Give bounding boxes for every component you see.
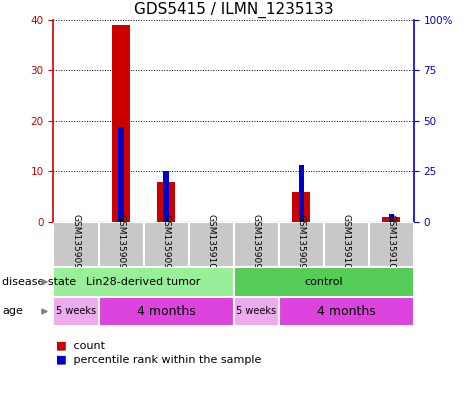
Text: ■: ■	[56, 341, 66, 351]
Text: 5 weeks: 5 weeks	[56, 307, 96, 316]
Bar	[292, 192, 310, 222]
Text: GSM1359100: GSM1359100	[342, 214, 351, 275]
Bar	[369, 222, 414, 267]
Bar	[163, 171, 169, 222]
Text: Lin28-derived tumor: Lin28-derived tumor	[86, 277, 201, 287]
Bar	[144, 222, 189, 267]
Bar	[112, 25, 130, 222]
Text: GSM1359101: GSM1359101	[206, 214, 216, 275]
Bar	[279, 297, 414, 326]
Text: disease state: disease state	[2, 277, 76, 287]
Bar	[99, 222, 144, 267]
Text: 5 weeks: 5 weeks	[236, 307, 276, 316]
Title: GDS5415 / ILMN_1235133: GDS5415 / ILMN_1235133	[134, 2, 333, 18]
Text: 4 months: 4 months	[137, 305, 195, 318]
Text: ■: ■	[56, 354, 66, 365]
Bar	[53, 297, 99, 326]
Text: age: age	[2, 307, 23, 316]
Bar	[299, 165, 304, 222]
Bar	[99, 297, 233, 326]
Bar	[233, 222, 279, 267]
Text: control: control	[305, 277, 343, 287]
Bar	[389, 214, 394, 222]
Bar	[382, 217, 400, 222]
Text: 4 months: 4 months	[317, 305, 376, 318]
Bar	[324, 222, 369, 267]
Bar	[157, 182, 175, 222]
Text: GSM1359098: GSM1359098	[297, 214, 306, 275]
Text: GSM1359095: GSM1359095	[72, 214, 80, 275]
Text: GSM1359097: GSM1359097	[117, 214, 126, 275]
Bar	[233, 267, 414, 297]
Bar	[53, 267, 233, 297]
Bar	[53, 222, 99, 267]
Bar	[118, 127, 124, 222]
Bar	[279, 222, 324, 267]
Bar	[189, 222, 233, 267]
Bar	[233, 297, 279, 326]
Text: GSM1359099: GSM1359099	[162, 214, 171, 275]
Text: GSM1359096: GSM1359096	[252, 214, 261, 275]
Text: GSM1359102: GSM1359102	[387, 214, 396, 275]
Text: ■  percentile rank within the sample: ■ percentile rank within the sample	[56, 354, 261, 365]
Text: ■  count: ■ count	[56, 341, 105, 351]
